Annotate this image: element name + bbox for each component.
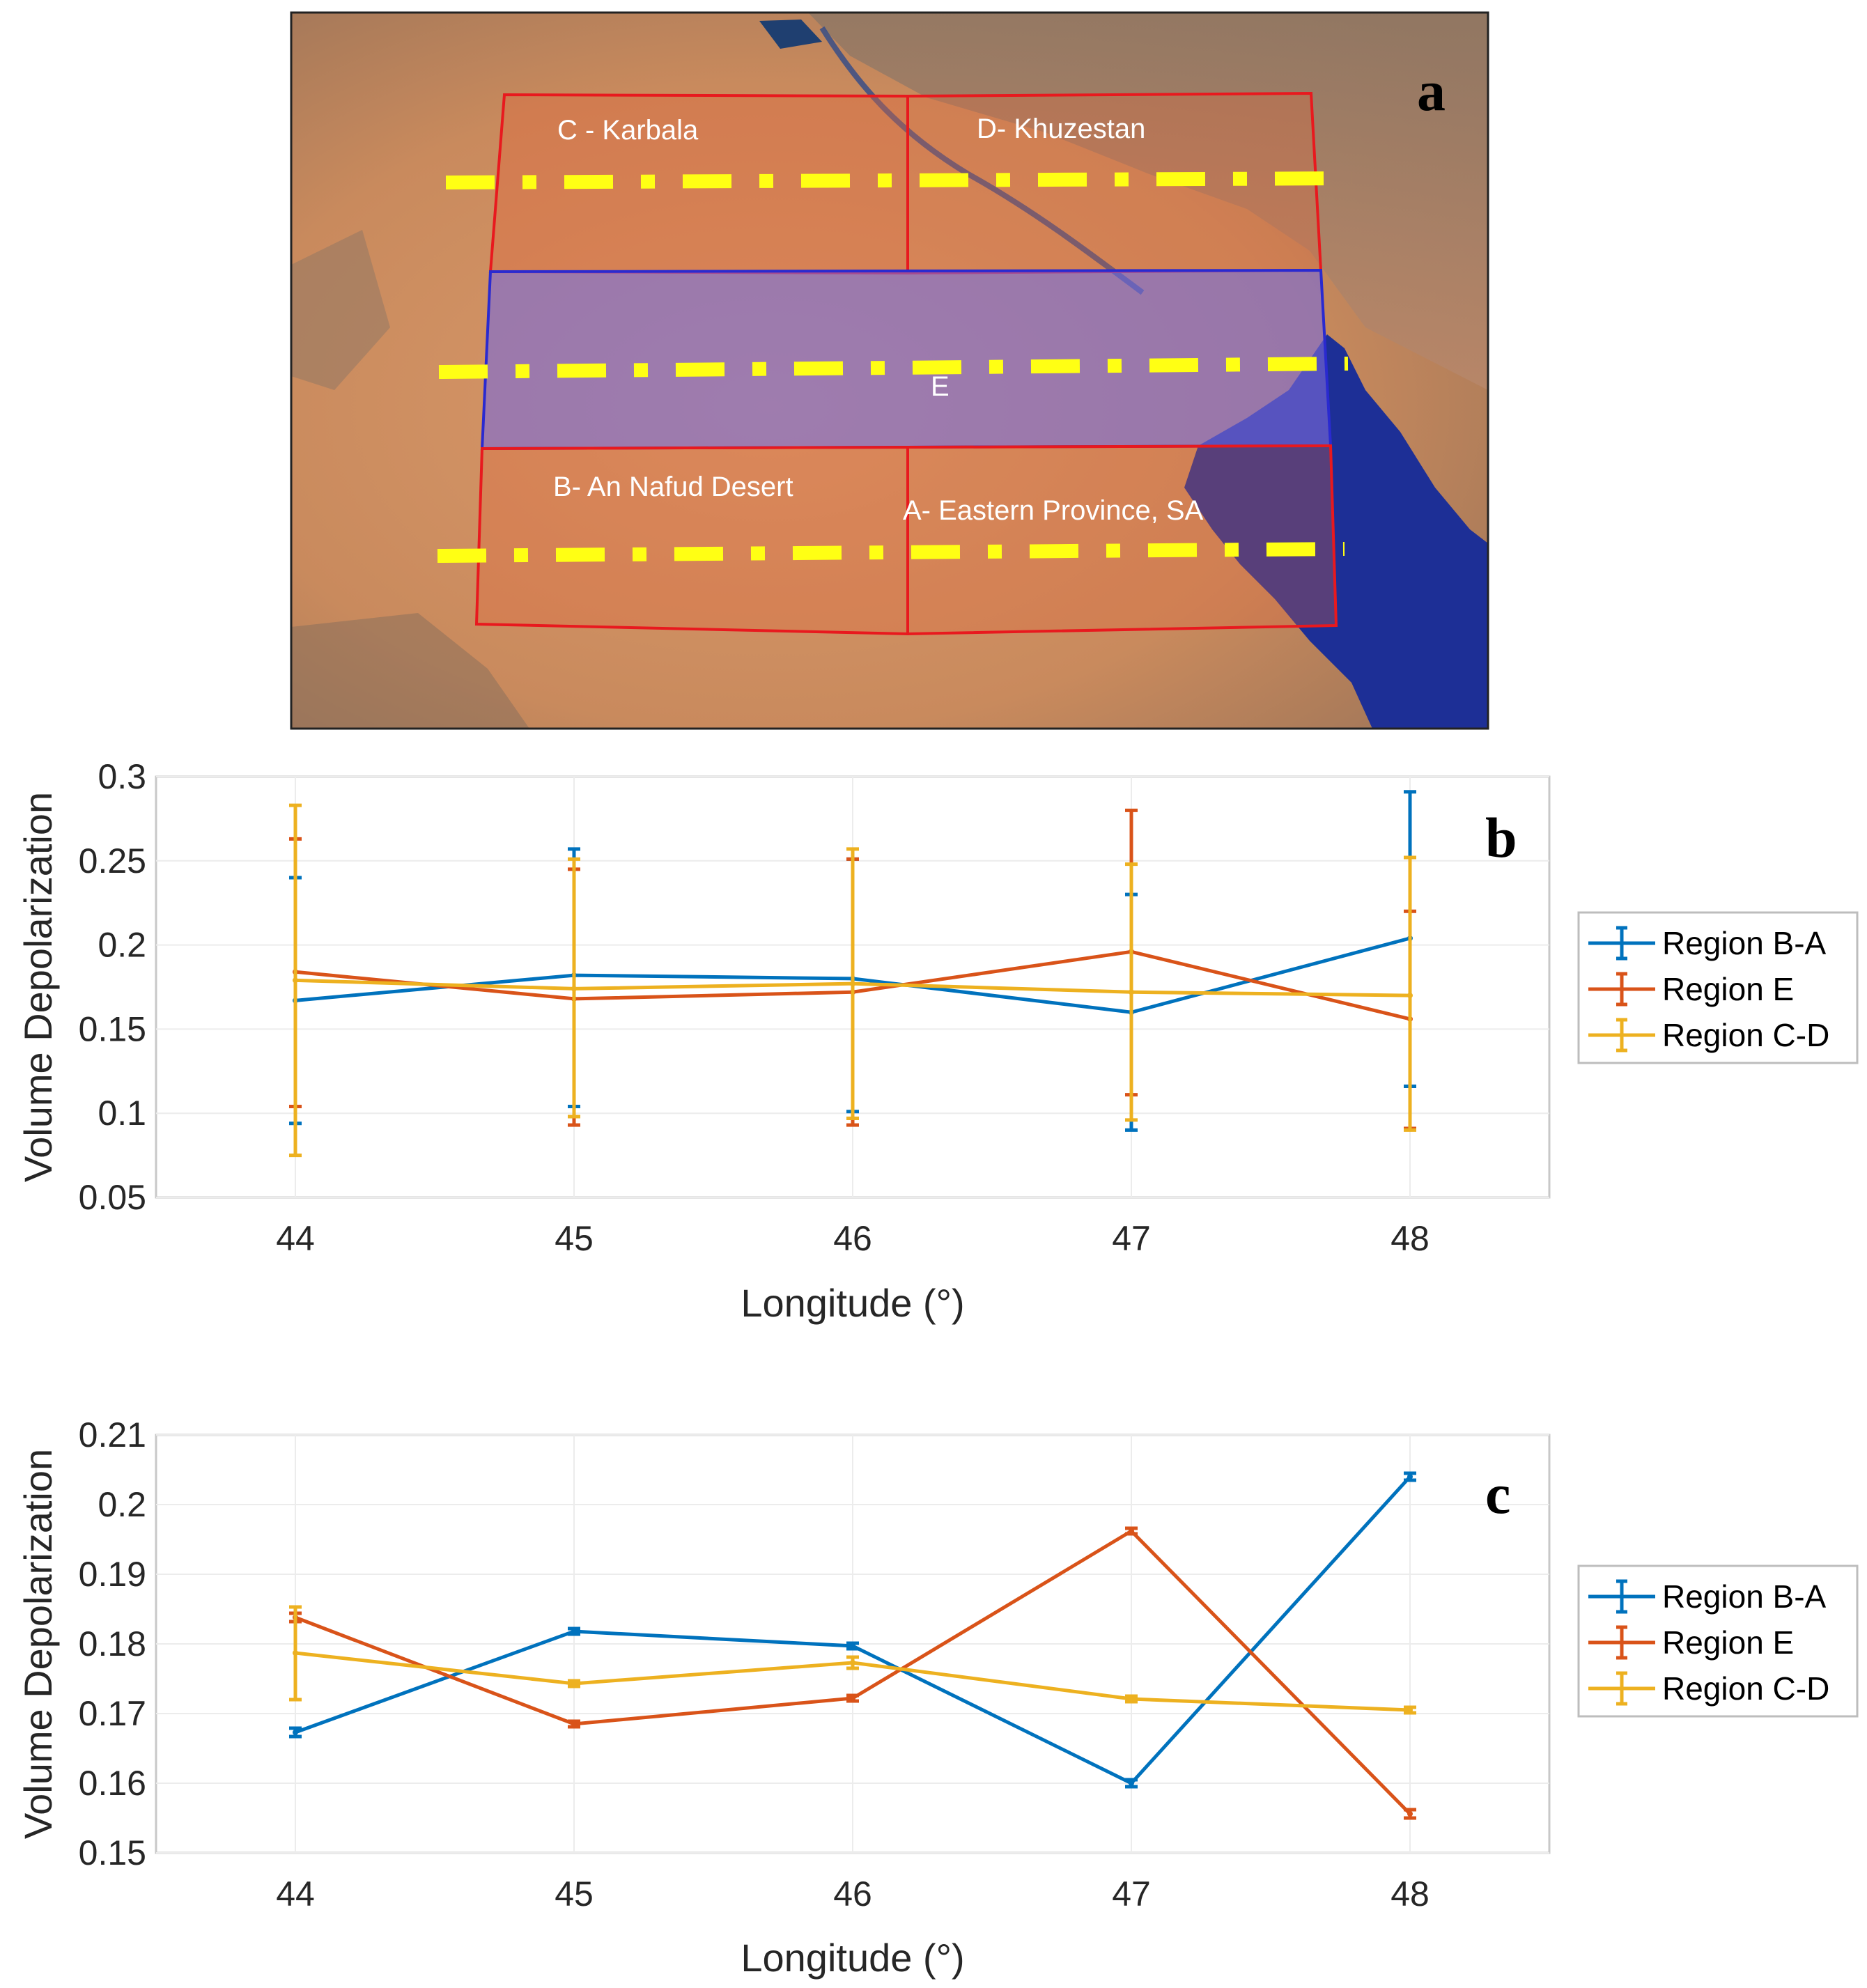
chart-c-legend: Region B-A Region E Region C-D [1577,1564,1859,1718]
data-point [1407,1474,1413,1480]
panel-label-a: a [1417,59,1446,123]
map-border [290,11,1489,730]
river [819,26,1145,295]
lake [759,20,822,49]
x-tick-label: 47 [1112,1874,1151,1913]
data-point [293,977,298,984]
data-point [1129,1780,1134,1786]
map-label-c-karbala: C - Karbala [557,115,699,146]
y-tick-label: 0.15 [79,1833,146,1872]
panel-label-b: b [1485,806,1517,869]
map-label-d-khuzestan: D- Khuzestan [977,114,1145,144]
y-tick-label: 0.2 [98,1485,146,1524]
chart-b-series [289,790,1416,1158]
chart-b-x-axis-label: Longitude (°) [741,1281,964,1325]
x-tick-label: 45 [555,1219,594,1258]
y-tick-label: 0.18 [79,1624,146,1663]
region-e-box [480,268,1333,451]
data-point [571,1629,577,1634]
y-tick-label: 0.3 [98,757,146,796]
data-point [1407,1811,1413,1817]
data-point [850,981,855,987]
series-region-e [289,1526,1416,1820]
series-region-c-d [289,1605,1416,1715]
y-tick-label: 0.19 [79,1555,146,1594]
chart-c-ticks: 0.15 0.16 0.17 0.18 0.19 0.2 0.21 44 45 46 47 48 [79,1415,1430,1913]
y-tick-label: 0.1 [98,1094,146,1133]
data-point [1407,993,1413,999]
rocky-terrain-southwest [291,613,529,729]
x-tick-label: 47 [1112,1219,1151,1258]
mountains-terrain [808,13,1488,390]
transect-north [445,171,1352,189]
chart-c-x-axis-label: Longitude (°) [741,1936,964,1980]
legend-label-region-b-a: Region B-A [1662,925,1827,961]
map-label-b-an-nafud: B- An Nafud Desert [553,472,793,502]
data-point [850,1695,855,1701]
chart-c-y-axis-label: Volume Depolarization [16,1449,60,1839]
data-point [293,1730,298,1735]
transect-south [437,542,1345,563]
region-map: C - Karbala D- Khuzestan E B- An Nafud D… [291,13,1488,729]
data-point [1129,1528,1134,1534]
data-point [293,1650,298,1656]
y-tick-label: 0.17 [79,1694,146,1733]
rocky-terrain-west [291,230,390,390]
legend-label-region-e: Region E [1662,971,1794,1007]
x-tick-label: 44 [276,1219,315,1258]
map-label-a-eastern-province: A- Eastern Province, SA [903,495,1204,526]
series-region-c-d [289,803,1416,1158]
y-tick-label: 0.05 [79,1178,146,1217]
data-point [571,1721,577,1727]
data-point [850,1643,855,1649]
data-point [1129,989,1134,995]
x-tick-label: 48 [1390,1219,1430,1258]
legend-label-region-b-a: Region B-A [1662,1578,1827,1615]
y-tick-label: 0.2 [98,926,146,965]
x-tick-label: 44 [276,1874,315,1913]
x-tick-label: 46 [833,1874,872,1913]
series-region-b-a [289,1471,1416,1789]
chart-b: 0.05 0.1 0.15 0.2 0.25 0.3 44 45 46 47 48 Longitud… [16,757,1859,1325]
x-tick-label: 46 [833,1219,872,1258]
legend-label-region-c-d: Region C-D [1662,1670,1829,1707]
data-point [1129,1696,1134,1702]
transect-middle [438,357,1349,379]
legend-label-region-e: Region E [1662,1624,1794,1661]
y-tick-label: 0.21 [79,1415,146,1454]
panel-label-c: c [1485,1462,1510,1525]
region-a-box [906,444,1338,636]
legend-label-region-c-d: Region C-D [1662,1017,1829,1053]
y-tick-label: 0.15 [79,1009,146,1048]
chart-b-legend: Region B-A Region E Region C-D [1577,911,1859,1064]
x-tick-label: 45 [555,1874,594,1913]
chart-b-y-axis-label: Volume Depolarization [16,792,60,1182]
chart-c-series [289,1471,1416,1820]
x-tick-label: 48 [1390,1874,1430,1913]
data-point [571,986,577,992]
data-point [571,1681,577,1686]
chart-c: 0.15 0.16 0.17 0.18 0.19 0.2 0.21 44 45 46 47 48 Lo… [16,1415,1859,1980]
chart-c-grid [156,1434,1549,1854]
data-point [1407,1707,1413,1713]
data-point [850,1660,855,1665]
chart-b-ticks: 0.05 0.1 0.15 0.2 0.25 0.3 44 45 46 47 48 [79,757,1430,1258]
y-tick-label: 0.25 [79,841,146,880]
y-tick-label: 0.16 [79,1764,146,1803]
map-label-e: E [931,371,950,402]
